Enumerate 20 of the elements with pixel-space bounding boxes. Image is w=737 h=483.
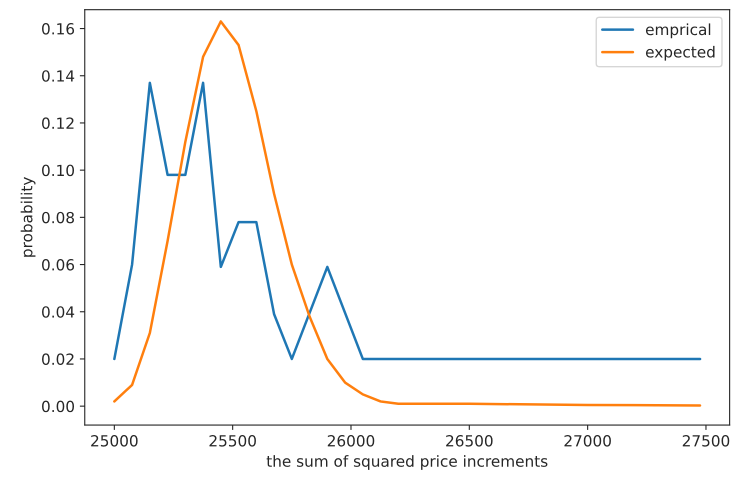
x-tick-label: 25000 <box>91 435 138 447</box>
x-tick-label: 26500 <box>446 435 493 447</box>
x-tick-label: 27000 <box>564 435 611 447</box>
y-tick-label: 0.04 <box>42 306 74 318</box>
y-tick-label: 0.16 <box>42 23 74 35</box>
y-tick-label: 0.00 <box>42 400 74 412</box>
x-tick-label: 25500 <box>209 435 256 447</box>
x-axis-title: the sum of squared price increments <box>266 455 548 470</box>
x-tick-label: 26000 <box>328 435 374 447</box>
y-tick-label: 0.10 <box>42 164 74 176</box>
y-tick-label: 0.12 <box>42 117 74 129</box>
y-tick-label: 0.02 <box>42 353 74 365</box>
legend-label: expected <box>646 46 714 61</box>
y-axis-title: probability <box>20 177 36 257</box>
y-tick-label: 0.08 <box>42 212 74 224</box>
line-series <box>113 82 702 360</box>
x-tick-label: 27500 <box>682 435 730 447</box>
legend-label: emprical <box>646 23 710 38</box>
y-tick-label: 0.14 <box>42 70 74 82</box>
y-tick-label: 0.06 <box>42 259 74 271</box>
